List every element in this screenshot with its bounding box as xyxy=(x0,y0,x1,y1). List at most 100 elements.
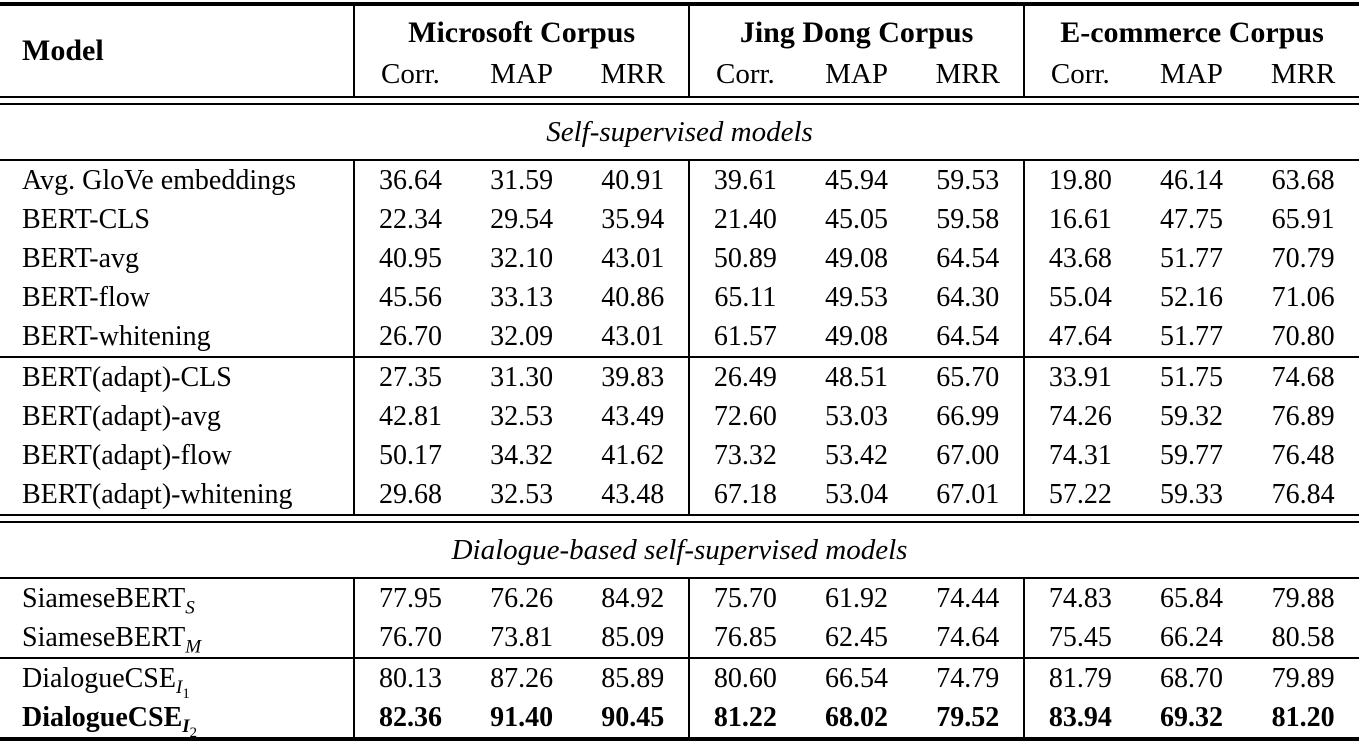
metric-value: 90.45 xyxy=(601,701,665,733)
metric-value: 64.54 xyxy=(936,242,1000,274)
metric-value: 75.70 xyxy=(688,579,801,618)
group-header-jingdong: Jing Dong Corpus xyxy=(688,4,1025,52)
metric-value: 63.68 xyxy=(1271,164,1335,196)
metric-value: 53.04 xyxy=(825,478,889,510)
metric-header-mrr: MRR xyxy=(600,57,665,90)
metric-value: 51.77 xyxy=(1159,320,1223,352)
table-row: DialogueCSEI2 82.36 91.40 90.45 81.22 68.02 79… xyxy=(0,698,1359,741)
metric-value: 40.91 xyxy=(601,164,665,196)
model-label: BERT(adapt)-avg xyxy=(0,397,354,436)
metric-value: 49.53 xyxy=(825,281,889,313)
metric-value: 76.48 xyxy=(1271,439,1335,471)
metric-value: 48.51 xyxy=(825,361,889,393)
model-label: SiameseBERTM xyxy=(0,618,354,658)
model-label: BERT-avg xyxy=(0,239,354,278)
metric-value: 45.56 xyxy=(353,278,466,317)
metric-value: 66.54 xyxy=(825,662,889,694)
metric-value: 67.18 xyxy=(688,475,801,515)
metric-value: 74.26 xyxy=(1023,397,1136,436)
metric-value: 84.92 xyxy=(601,582,665,614)
model-label-text: DialogueCSE xyxy=(22,701,183,733)
metric-value: 35.94 xyxy=(601,203,665,235)
metric-value: 74.31 xyxy=(1023,436,1136,475)
metric-value: 75.45 xyxy=(1023,618,1136,658)
metric-value: 41.62 xyxy=(601,439,665,471)
metric-value: 72.60 xyxy=(688,397,801,436)
table-header: Model Microsoft Corpus Jing Dong Corpus … xyxy=(0,4,1359,97)
metric-value: 33.13 xyxy=(490,281,554,313)
group-header-row: Model Microsoft Corpus Jing Dong Corpus … xyxy=(0,4,1359,67)
metric-value: 65.70 xyxy=(936,361,1000,393)
metric-value: 76.70 xyxy=(353,618,466,658)
table-row: SiameseBERTS 77.95 76.26 84.92 75.70 61.92 74.… xyxy=(0,579,1359,618)
model-column-header: Model xyxy=(22,34,104,67)
metric-value: 47.75 xyxy=(1159,203,1223,235)
metric-value: 65.84 xyxy=(1159,582,1223,614)
table-row: BERT-flow 45.56 33.13 40.86 65.11 49.53 64.30 5… xyxy=(0,278,1359,317)
metric-value: 42.81 xyxy=(353,397,466,436)
model-label-text: BERT-whitening xyxy=(22,320,211,352)
section-title-row: Self-supervised models xyxy=(0,104,1359,160)
metric-value: 70.80 xyxy=(1271,320,1335,352)
metric-value: 74.44 xyxy=(936,582,1000,614)
metric-value: 50.89 xyxy=(688,239,801,278)
metric-value: 79.88 xyxy=(1271,582,1335,614)
metric-value: 16.61 xyxy=(1023,200,1136,239)
model-label-text: BERT(adapt)-CLS xyxy=(22,361,232,393)
metric-value: 43.01 xyxy=(601,242,665,274)
metric-header-map: MAP xyxy=(1160,57,1223,90)
metric-value: 68.70 xyxy=(1159,662,1223,694)
metric-value: 91.40 xyxy=(490,701,554,733)
model-label-subscript-text: I xyxy=(176,677,183,699)
metric-value: 74.83 xyxy=(1023,579,1136,618)
model-label-subscript-text: M xyxy=(185,636,202,658)
metric-value: 81.20 xyxy=(1271,701,1335,733)
model-label-subscript: M xyxy=(185,636,201,657)
model-label: BERT(adapt)-whitening xyxy=(0,475,354,515)
metric-header-map: MAP xyxy=(490,57,554,90)
model-label: BERT(adapt)-CLS xyxy=(0,358,354,397)
model-label: Avg. GloVe embeddings xyxy=(0,161,354,200)
metric-value: 81.22 xyxy=(688,698,801,739)
model-label-text: BERT(adapt)-avg xyxy=(22,400,221,432)
model-label: BERT-CLS xyxy=(0,200,354,239)
group-header-microsoft: Microsoft Corpus xyxy=(353,4,690,52)
metric-value: 31.59 xyxy=(490,164,554,196)
metric-value: 43.48 xyxy=(601,478,665,510)
metric-value: 32.53 xyxy=(490,400,554,432)
metric-value: 64.54 xyxy=(936,320,1000,352)
double-rule-line xyxy=(0,96,1359,105)
model-label-subscript: I2 xyxy=(182,716,197,740)
metric-value: 74.68 xyxy=(1271,361,1335,393)
metric-value: 79.89 xyxy=(1271,662,1335,694)
metric-value: 76.89 xyxy=(1271,400,1335,432)
metric-value: 68.02 xyxy=(825,701,889,733)
table-row: BERT-whitening 26.70 32.09 43.01 61.57 49.08 6… xyxy=(0,317,1359,357)
metric-value: 46.14 xyxy=(1159,164,1223,196)
metric-value: 82.36 xyxy=(353,698,466,739)
table-row: BERT-CLS 22.34 29.54 35.94 21.40 45.05 59.58 16… xyxy=(0,200,1359,239)
group-header-ecommerce: E-commerce Corpus xyxy=(1023,4,1359,52)
metric-value: 74.64 xyxy=(936,621,1000,653)
metric-value: 76.26 xyxy=(490,582,554,614)
model-label: DialogueCSEI1 xyxy=(0,659,354,702)
model-label-text: BERT-CLS xyxy=(22,203,150,235)
model-label: BERT-whitening xyxy=(0,317,354,357)
model-label: DialogueCSEI2 xyxy=(0,698,354,741)
model-label-subscript-text: S xyxy=(185,597,195,619)
metric-value: 67.01 xyxy=(936,478,1000,510)
metric-value: 22.34 xyxy=(353,200,466,239)
metric-value: 59.32 xyxy=(1159,400,1223,432)
metric-value: 32.10 xyxy=(490,242,554,274)
section-title-row: Dialogue-based self-supervised models xyxy=(0,522,1359,578)
metric-value: 39.83 xyxy=(601,361,665,393)
metric-value: 80.60 xyxy=(688,659,801,698)
table-row: DialogueCSEI1 80.13 87.26 85.89 80.60 66.54 74… xyxy=(0,659,1359,702)
metric-value: 21.40 xyxy=(688,200,801,239)
table-row: SiameseBERTM 76.70 73.81 85.09 76.85 62.45 74.… xyxy=(0,618,1359,658)
metric-value: 85.89 xyxy=(601,662,665,694)
metric-value: 40.95 xyxy=(353,239,466,278)
table-row: BERT(adapt)-flow 50.17 34.32 41.62 73.32 53.4… xyxy=(0,436,1359,475)
metric-value: 73.81 xyxy=(490,621,554,653)
